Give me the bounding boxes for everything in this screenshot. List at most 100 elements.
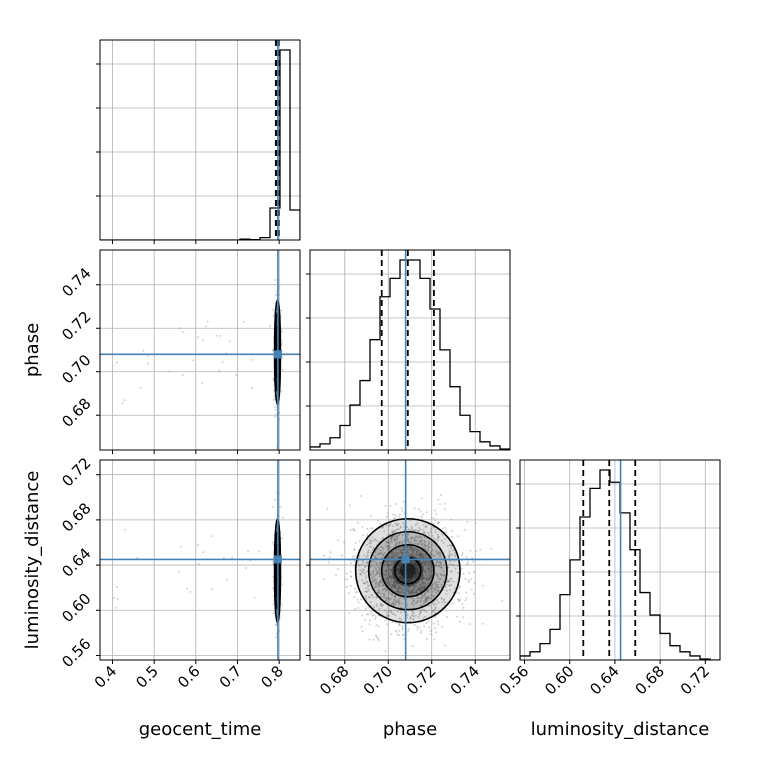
scatter-point [386,615,388,618]
scatter-point [388,610,391,613]
scatter-point [391,557,394,559]
scatter-point [411,583,414,586]
scatter-point [377,569,380,572]
scatter-point [426,576,429,579]
scatter-point [381,526,384,529]
y-tick-label: 0.68 [58,499,94,535]
scatter-point [436,599,438,601]
scatter-point [419,556,422,559]
scatter-point [406,526,409,529]
scatter-point [428,572,431,575]
scatter-point [274,415,277,418]
scatter-point [433,586,435,589]
scatter-point [395,582,398,585]
scatter-point [448,555,451,558]
scatter-point [409,553,412,556]
scatter-point [423,569,426,572]
scatter-point [392,577,395,580]
scatter-point [414,528,417,531]
scatter-point [428,542,431,545]
scatter-point [406,546,409,549]
scatter-point [395,534,398,537]
scatter-point [437,623,440,626]
scatter-point [420,556,422,559]
scatter-point [393,581,396,584]
scatter-point [439,562,442,565]
scatter-point [407,628,410,631]
scatter-point [425,574,428,577]
scatter-point [365,590,368,593]
scatter-point [389,522,392,525]
scatter-point [426,584,429,587]
scatter-point [395,554,398,557]
scatter-point [391,525,394,527]
scatter-point [271,560,274,563]
scatter-point [406,577,409,580]
scatter-point [421,596,424,599]
scatter-point [419,631,422,634]
panel-frame [309,459,511,661]
scatter-point [409,580,412,583]
scatter-point [278,411,281,414]
scatter-point [417,595,420,598]
scatter-point [421,587,424,590]
scatter-point [407,578,410,581]
scatter-point [395,542,398,545]
scatter-point [390,551,393,554]
scatter-point [388,541,391,544]
scatter-point [394,543,397,546]
scatter-point [392,556,395,559]
scatter-point [369,545,372,548]
scatter-point [412,575,415,578]
scatter-point [432,610,435,613]
scatter-point [392,554,395,557]
scatter-point [399,513,402,516]
scatter-point [139,386,142,389]
scatter-point [409,542,412,545]
scatter-point [373,606,376,608]
scatter-point [390,583,393,586]
scatter-point [402,573,405,576]
scatter-point [396,567,399,570]
scatter-point [279,505,282,508]
scatter-point [421,608,424,611]
panel-frame [309,249,511,451]
scatter-point [398,515,401,517]
scatter-point [411,614,414,617]
scatter-point [416,568,419,571]
scatter-point [469,549,472,552]
scatter-point [419,589,422,592]
scatter-point [411,551,414,554]
scatter-point [393,578,396,581]
scatter-point [370,594,373,597]
scatter-point [422,539,425,542]
scatter-point [423,586,426,589]
scatter-point [394,601,397,604]
scatter-point [382,588,384,591]
scatter-point [447,580,450,583]
scatter-point [394,539,396,542]
scatter-point [452,602,455,605]
scatter-point [400,566,403,569]
scatter-point [416,529,419,532]
scatter-point [419,599,422,602]
scatter-point [416,625,418,628]
scatter-point [414,547,416,550]
scatter-point [384,599,387,602]
scatter-point [391,572,394,575]
scatter-point [423,530,426,533]
scatter-point [397,568,400,571]
scatter-point [366,543,368,546]
scatter-point [416,550,419,553]
scatter-point [438,521,441,524]
scatter-point [418,556,421,559]
scatter-point [375,583,378,586]
scatter-point [390,578,393,581]
scatter-point [374,582,377,585]
scatter-point [274,279,277,281]
scatter-point [401,551,404,554]
scatter-point [406,538,409,541]
scatter-point [466,561,469,564]
scatter-point [394,535,397,538]
scatter-point [458,599,460,602]
